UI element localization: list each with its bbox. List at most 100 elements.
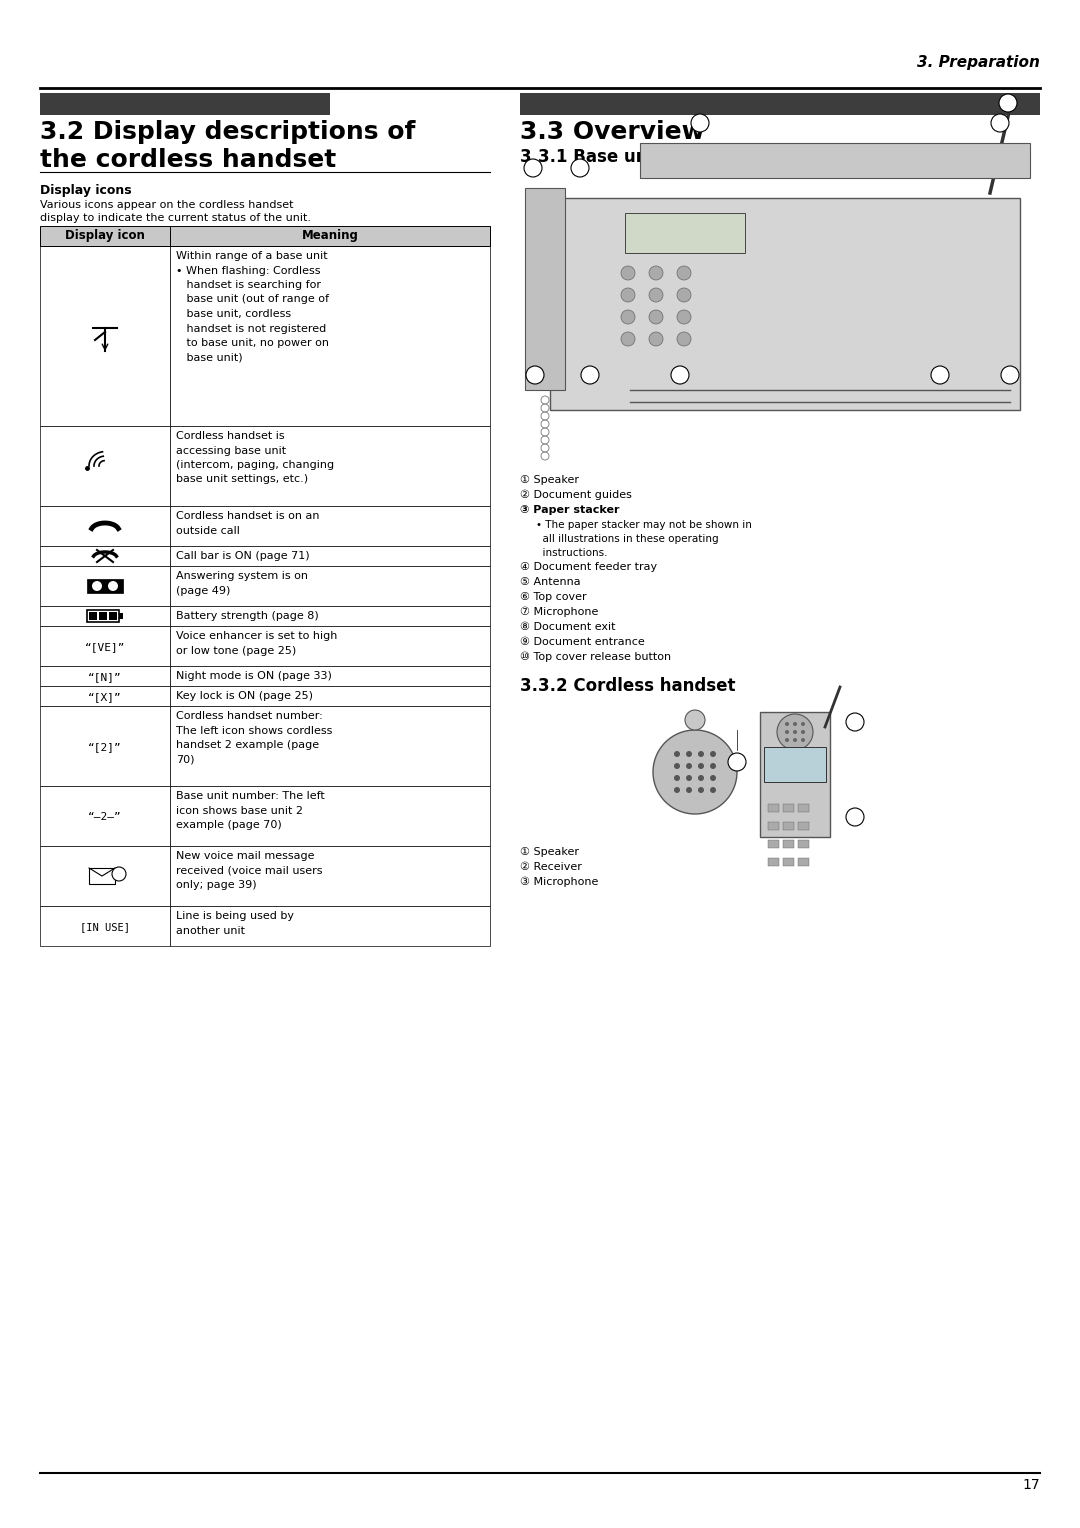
Bar	[768, 804, 779, 811]
Circle shape	[698, 750, 704, 756]
Circle shape	[801, 738, 805, 743]
Bar	[798, 822, 809, 830]
Circle shape	[785, 723, 789, 726]
Bar	[40, 545, 170, 565]
Bar	[170, 785, 490, 847]
Bar	[783, 840, 794, 848]
Text: ② Receiver: ② Receiver	[519, 862, 582, 872]
Bar	[525, 188, 565, 390]
Bar	[170, 426, 490, 506]
Bar	[640, 144, 1030, 177]
Circle shape	[677, 332, 691, 345]
Text: only; page 39): only; page 39)	[176, 880, 257, 889]
Bar	[40, 785, 170, 847]
Text: example (page 70): example (page 70)	[176, 821, 282, 830]
Text: Voice enhancer is set to high: Voice enhancer is set to high	[176, 631, 337, 642]
Text: ④ Document feeder tray: ④ Document feeder tray	[519, 562, 657, 571]
Text: ⑤ Antenna: ⑤ Antenna	[519, 578, 581, 587]
Bar	[768, 822, 779, 830]
Circle shape	[581, 367, 599, 384]
Circle shape	[793, 730, 797, 733]
Bar	[550, 199, 1020, 410]
Text: Display icon: Display icon	[65, 229, 145, 241]
Text: Battery strength (page 8): Battery strength (page 8)	[176, 611, 319, 620]
Circle shape	[112, 866, 126, 882]
Bar	[519, 93, 1040, 115]
Text: ①: ①	[529, 163, 537, 174]
Bar	[119, 613, 123, 619]
Bar	[798, 840, 809, 848]
Text: Call bar is ON (page 71): Call bar is ON (page 71)	[176, 552, 310, 561]
Text: icon shows base unit 2: icon shows base unit 2	[176, 805, 303, 816]
Text: 3.3 Overview: 3.3 Overview	[519, 121, 705, 144]
Circle shape	[685, 711, 705, 730]
Text: Meaning: Meaning	[301, 229, 359, 241]
Text: another unit: another unit	[176, 926, 245, 935]
Circle shape	[674, 775, 680, 781]
Text: Night mode is ON (page 33): Night mode is ON (page 33)	[176, 671, 332, 681]
Bar	[40, 666, 170, 686]
Text: received (voice mail users: received (voice mail users	[176, 865, 323, 876]
Text: ③ Microphone: ③ Microphone	[519, 877, 598, 888]
Text: Cordless handset is on an: Cordless handset is on an	[176, 510, 320, 521]
Circle shape	[677, 287, 691, 303]
Bar	[40, 847, 170, 906]
Text: ③: ③	[696, 119, 704, 128]
Circle shape	[621, 310, 635, 324]
Circle shape	[801, 723, 805, 726]
Text: ②: ②	[851, 718, 859, 727]
Text: ①: ①	[733, 758, 741, 769]
Circle shape	[710, 750, 716, 756]
Text: ⑥: ⑥	[531, 371, 539, 380]
Circle shape	[649, 266, 663, 280]
Circle shape	[92, 581, 102, 591]
Circle shape	[677, 310, 691, 324]
Text: “[N]”: “[N]”	[89, 672, 122, 681]
Bar	[87, 610, 119, 622]
Text: Cordless handset number:: Cordless handset number:	[176, 711, 323, 721]
Circle shape	[621, 332, 635, 345]
Circle shape	[785, 738, 789, 743]
Text: 3.3.1 Base unit: 3.3.1 Base unit	[519, 148, 661, 167]
Text: ⑨: ⑨	[936, 371, 944, 380]
Circle shape	[686, 750, 692, 756]
Circle shape	[710, 762, 716, 769]
Circle shape	[674, 762, 680, 769]
Circle shape	[621, 287, 635, 303]
Circle shape	[710, 787, 716, 793]
Bar	[170, 626, 490, 666]
Bar	[99, 613, 107, 620]
Text: ⑩: ⑩	[1005, 371, 1014, 380]
Circle shape	[686, 762, 692, 769]
Text: ③ Paper stacker: ③ Paper stacker	[519, 504, 620, 515]
Bar	[783, 822, 794, 830]
Text: handset is not registered: handset is not registered	[176, 324, 326, 333]
Circle shape	[698, 762, 704, 769]
Bar	[40, 706, 170, 785]
Bar	[170, 666, 490, 686]
Circle shape	[674, 787, 680, 793]
Text: (page 49): (page 49)	[176, 585, 230, 596]
Text: (intercom, paging, changing: (intercom, paging, changing	[176, 460, 334, 471]
Circle shape	[686, 787, 692, 793]
Bar	[798, 859, 809, 866]
Bar	[170, 545, 490, 565]
Bar	[40, 246, 170, 426]
Bar	[40, 686, 170, 706]
Circle shape	[728, 753, 746, 772]
Text: base unit settings, etc.): base unit settings, etc.)	[176, 475, 308, 484]
Text: or low tone (page 25): or low tone (page 25)	[176, 645, 296, 656]
Circle shape	[793, 738, 797, 743]
Text: 70): 70)	[176, 755, 194, 764]
Circle shape	[649, 287, 663, 303]
Text: • When flashing: Cordless: • When flashing: Cordless	[176, 266, 321, 275]
Text: Within range of a base unit: Within range of a base unit	[176, 251, 327, 261]
Text: ⑧ Document exit: ⑧ Document exit	[519, 622, 616, 633]
Text: ① Speaker: ① Speaker	[519, 847, 579, 857]
Bar	[798, 804, 809, 811]
Circle shape	[801, 730, 805, 733]
Circle shape	[108, 581, 118, 591]
Circle shape	[524, 159, 542, 177]
Bar	[170, 246, 490, 426]
Text: ⑦: ⑦	[585, 371, 594, 380]
